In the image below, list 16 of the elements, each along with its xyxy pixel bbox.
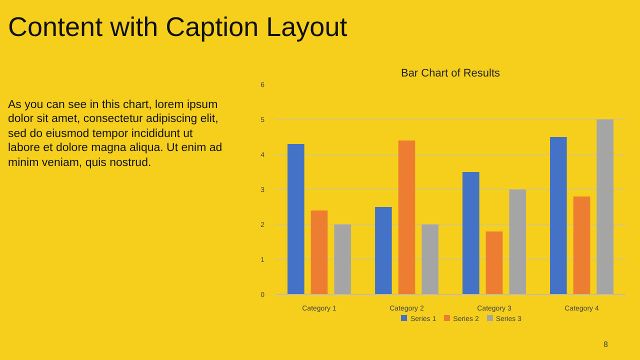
text: As you can see in this chart, lorem ipsum dolor sit amet, consectetur adipiscing elit, sed do eiusmod tempor incididunt ut labore et dolore magna aliqua. Ut enim ad minim veniam, quis nostrud. <box>8 98 224 170</box>
bar <box>462 172 480 294</box>
bar <box>486 232 503 294</box>
bar <box>375 207 392 294</box>
text: 8 <box>604 339 608 350</box>
bar <box>550 137 567 294</box>
bar <box>334 224 351 294</box>
bar <box>398 140 416 294</box>
bar <box>288 144 304 294</box>
chart-subtitle: Bar Chart of Results <box>400 68 501 80</box>
chart-title: Content with Caption Layout <box>8 11 348 44</box>
bar <box>573 196 590 294</box>
bar <box>509 190 526 294</box>
bar <box>422 224 438 294</box>
bar <box>310 210 328 294</box>
bar <box>596 120 614 294</box>
